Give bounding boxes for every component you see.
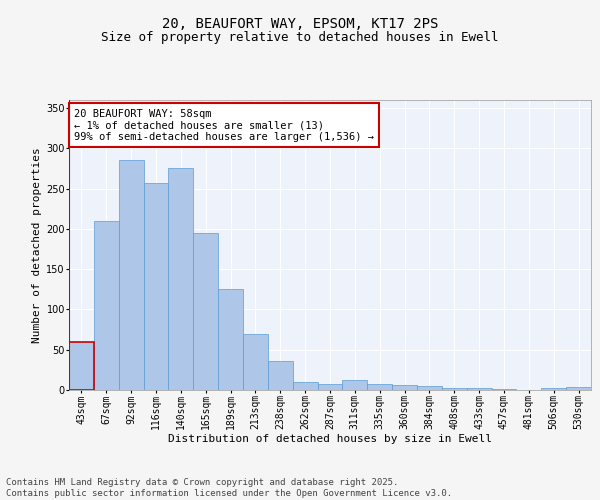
Bar — [392, 385, 417, 390]
Text: 20 BEAUFORT WAY: 58sqm
← 1% of detached houses are smaller (13)
99% of semi-deta: 20 BEAUFORT WAY: 58sqm ← 1% of detached … — [74, 108, 374, 142]
Bar — [193, 233, 218, 390]
X-axis label: Distribution of detached houses by size in Ewell: Distribution of detached houses by size … — [168, 434, 492, 444]
Bar — [566, 387, 591, 390]
Text: Size of property relative to detached houses in Ewell: Size of property relative to detached ho… — [101, 31, 499, 44]
Bar — [541, 388, 566, 390]
Bar — [169, 168, 193, 390]
Bar — [119, 160, 143, 390]
Bar — [317, 384, 343, 390]
Text: 20, BEAUFORT WAY, EPSOM, KT17 2PS: 20, BEAUFORT WAY, EPSOM, KT17 2PS — [162, 18, 438, 32]
Text: Contains HM Land Registry data © Crown copyright and database right 2025.
Contai: Contains HM Land Registry data © Crown c… — [6, 478, 452, 498]
Bar — [94, 221, 119, 390]
Bar — [218, 288, 243, 390]
Bar — [417, 386, 442, 390]
Y-axis label: Number of detached properties: Number of detached properties — [32, 147, 42, 343]
Bar — [367, 384, 392, 390]
Bar — [343, 380, 367, 390]
Bar — [491, 389, 517, 390]
Bar — [268, 361, 293, 390]
Bar — [69, 342, 94, 390]
Bar — [442, 388, 467, 390]
Bar — [69, 342, 94, 390]
Bar — [293, 382, 317, 390]
Bar — [243, 334, 268, 390]
Bar — [467, 388, 491, 390]
Bar — [143, 183, 169, 390]
